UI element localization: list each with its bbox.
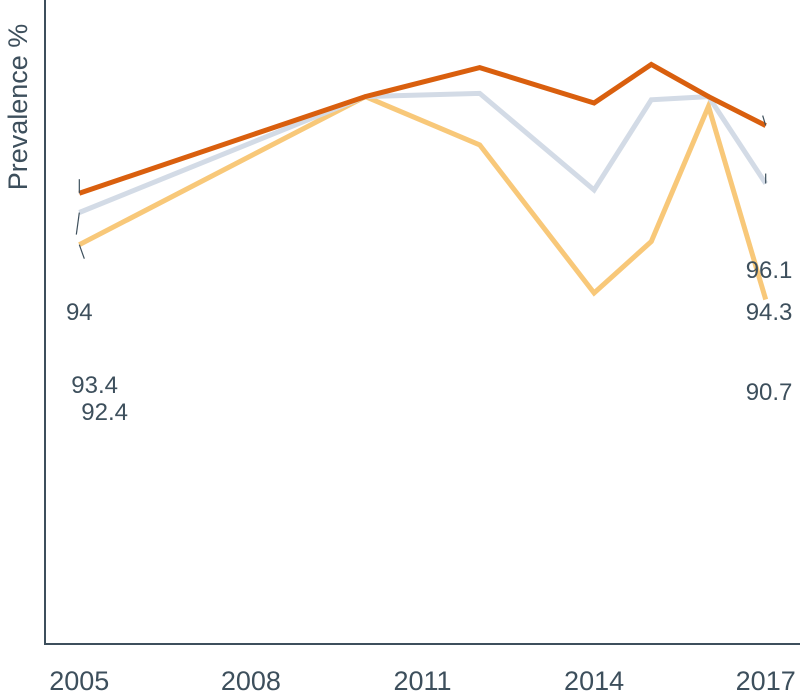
series-line-2 <box>78 90 768 215</box>
y-axis-title: Prevalence % <box>3 24 33 191</box>
data-label-end: 90.7 <box>746 379 793 406</box>
x-tick-label: 2017 <box>736 666 796 696</box>
x-tick-label: 2008 <box>221 666 281 696</box>
data-label-start: 94 <box>66 299 93 326</box>
series-layer <box>78 61 769 301</box>
data-labels: 94 96.1 93.4 94.3 92.4 90.7 <box>66 115 793 426</box>
data-label-start: 93.4 <box>71 372 118 399</box>
x-tick-label: 2011 <box>393 666 451 696</box>
series-line-1 <box>78 61 767 196</box>
x-tick-labels: 2005 2008 2011 2014 2017 <box>49 666 795 696</box>
data-label-end: 96.1 <box>746 257 793 284</box>
axes-layer: Prevalence % <box>3 0 800 645</box>
x-tick-label: 2005 <box>49 666 109 696</box>
series-line-3 <box>78 93 769 301</box>
data-label-start: 92.4 <box>81 399 128 426</box>
data-label-leader <box>762 115 767 126</box>
data-label-end: 94.3 <box>746 299 793 326</box>
data-label-leader <box>78 244 85 259</box>
data-label-leader <box>75 212 80 235</box>
x-tick-label: 2014 <box>564 666 624 696</box>
